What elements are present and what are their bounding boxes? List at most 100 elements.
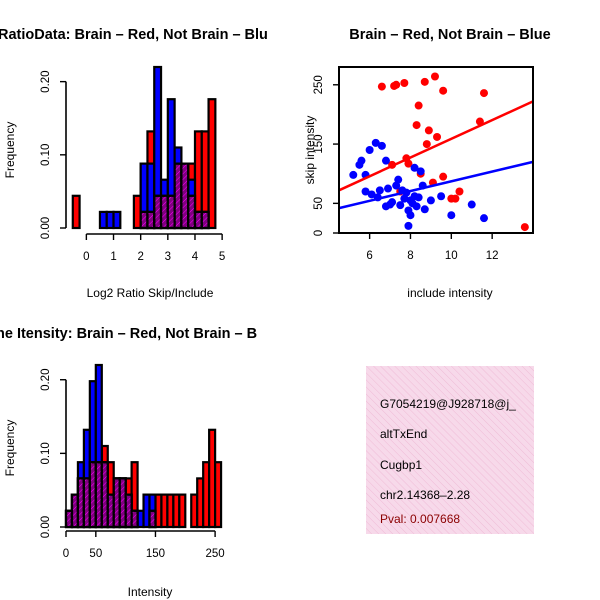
ratio-histogram-y-ticks: 0.00 0.10 0.20 [40,70,66,239]
scatter-point-not-brain [381,202,390,211]
scatter-point-not-brain [392,181,401,190]
scatter-point-not-brain [404,221,413,230]
intensity-scatter-y-ticks: 0 50 150 250 [313,75,339,236]
event-info-panel: G7054219@J928718@j_ altTxEnd Cugbp1 chr2… [366,366,534,534]
h1-y-tick-label: 0.20 [40,70,52,92]
scatter-point-not-brain [361,187,370,196]
event-info-background [366,366,534,534]
scatter-y-tick-label: 250 [313,75,325,94]
intensity-histogram-bars [64,363,223,529]
intensity-scatter: Brain – Red, Not Brain – Blue 6 8 10 12 0 50… [303,27,551,300]
h3-bar-overlap-hatch [148,509,157,529]
scatter-point-not-brain [412,202,421,211]
intensity-histogram-y-label: Frequency [3,420,17,477]
scatter-point-brain [412,121,421,130]
scatter-point-not-brain [377,141,386,150]
event-id: G7054219@J928718@j_ [380,397,516,411]
scatter-point-not-brain [396,201,405,210]
scatter-x-tick-label: 6 [366,250,372,262]
scatter-point-brain [439,172,448,181]
scatter-point-brain [400,79,409,88]
ratio-histogram-y-label: Frequency [3,122,17,179]
scatter-y-tick-label: 0 [313,230,325,236]
h1-y-tick-label: 0.10 [40,144,52,166]
scatter-point-not-brain [416,167,425,176]
intensity-scatter-frame [338,66,534,234]
scatter-point-not-brain [388,198,397,207]
h1-bar-not-brain [112,210,122,230]
scatter-point-not-brain [467,200,476,209]
scatter-point-not-brain [420,205,429,214]
h3-bar-brain [178,493,187,529]
ratio-histogram-x-label: Log2 Ratio Skip/Include [87,286,214,300]
h1-bar-brain [207,98,217,230]
scatter-point-brain [392,80,401,89]
scatter-y-tick-label: 50 [313,197,325,210]
fit-line-brain [338,100,534,192]
intensity-scatter-title: Brain – Red, Not Brain – Blue [349,27,550,43]
h3-x-tick-label: 250 [206,548,225,560]
scatter-point-brain [447,194,456,203]
h3-x-tick-label: 0 [63,548,69,560]
scatter-point-not-brain [367,190,376,199]
intensity-scatter-x-label: include intensity [407,286,492,300]
h3-bar-overlap-hatch [130,509,139,529]
intensity-histogram: ne Itensity: Brain – Red, Not Brain – B … [0,326,257,599]
scatter-point-brain [479,89,488,98]
ratio-histogram-x-ticks: 0 1 2 3 4 5 [83,234,225,263]
scatter-point-not-brain [406,211,415,220]
ratio-histogram-bars [71,65,217,230]
scatter-point-brain [414,101,423,110]
scatter-point-not-brain [479,214,488,223]
scatter-point-not-brain [414,193,423,202]
scatter-point-brain [439,86,448,95]
h3-bar-brain [214,461,223,529]
h1-x-tick-label: 2 [137,251,143,263]
h3-y-tick-label: 0.20 [40,369,52,391]
h1-bar-overlap-hatch [200,210,210,230]
scatter-point-brain [422,140,431,149]
scatter-x-tick-label: 10 [445,250,458,262]
scatter-point-not-brain [426,196,435,205]
scatter-point-not-brain [400,194,409,203]
scatter-point-not-brain [384,184,393,193]
intensity-scatter-x-ticks: 6 8 10 12 [366,233,499,262]
intensity-scatter-points [349,72,529,232]
h1-x-tick-label: 1 [110,251,116,263]
h1-x-tick-label: 3 [165,251,171,263]
scatter-point-not-brain [375,186,384,195]
gene-name: Cugbp1 [380,458,422,472]
h1-x-tick-label: 0 [83,251,89,263]
scatter-point-not-brain [437,192,446,201]
scatter-point-brain [430,72,439,81]
genomic-location: chr2.14368–2.28 [380,488,470,502]
scatter-y-tick-label: 150 [313,134,325,153]
intensity-histogram-x-ticks: 0 50 150 250 [63,531,225,560]
h3-y-tick-label: 0.00 [40,516,52,538]
scatter-point-brain [420,77,429,86]
intensity-histogram-title: ne Itensity: Brain – Red, Not Brain – B [0,326,257,342]
event-type: altTxEnd [380,427,427,441]
intensity-scatter-fit-lines [338,100,534,210]
h1-bar-brain [71,194,81,230]
scatter-x-tick-label: 8 [407,250,413,262]
h1-x-tick-label: 5 [219,251,225,263]
p-value: Pval: 0.007668 [380,512,460,526]
scatter-point-not-brain [410,163,419,172]
intensity-scatter-y-label: skip intensity [303,116,317,185]
h3-x-tick-label: 150 [146,548,165,560]
h1-x-tick-label: 4 [192,251,199,263]
scatter-point-brain [377,82,386,91]
scatter-point-not-brain [447,211,456,220]
scatter-point-not-brain [355,160,364,169]
h1-y-tick-label: 0.00 [40,217,52,239]
scatter-point-not-brain [349,170,358,179]
scatter-point-brain [424,126,433,135]
scatter-point-not-brain [365,146,374,154]
intensity-histogram-y-ticks: 0.00 0.10 0.20 [40,369,66,538]
intensity-histogram-x-label: Intensity [128,585,173,599]
ratio-histogram: RatioData: Brain – Red, Not Brain – Blu … [0,27,268,300]
scatter-point-not-brain [371,138,380,147]
scatter-point-brain [520,223,529,232]
